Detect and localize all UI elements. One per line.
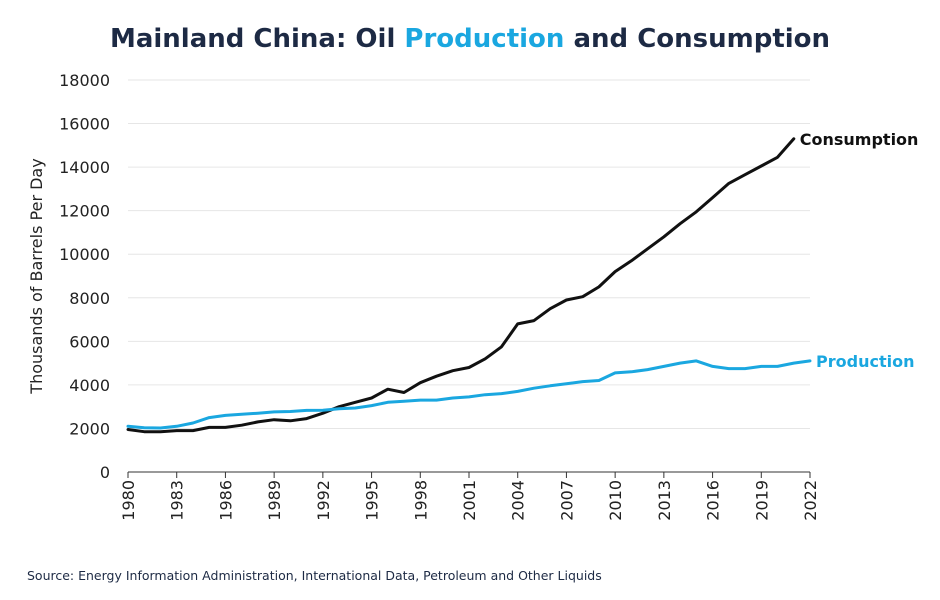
- series-label-production: Production: [816, 352, 914, 371]
- series-line-production: [126, 359, 812, 430]
- x-tick-label: 1992: [314, 480, 333, 521]
- y-tick-label: 18000: [59, 71, 110, 90]
- x-tick-label: 2022: [801, 480, 820, 521]
- x-tick-label: 2019: [752, 480, 771, 521]
- y-tick-label: 4000: [69, 376, 110, 395]
- y-axis-label: Thousands of Barrels Per Day: [27, 158, 46, 394]
- title-part-production: Production: [404, 24, 565, 54]
- y-tick-label: 0: [100, 463, 110, 482]
- series-label-consumption: Consumption: [800, 130, 919, 149]
- y-tick-label: 16000: [59, 115, 110, 134]
- x-tick-label: 2004: [509, 480, 528, 521]
- x-tick-label: 1983: [168, 480, 187, 521]
- source-note: Source: Energy Information Administratio…: [27, 568, 602, 583]
- x-tick-label: 2007: [557, 480, 576, 521]
- x-tick-label: 2001: [460, 480, 479, 521]
- series-line-consumption: [126, 137, 796, 434]
- y-tick-label: 2000: [69, 419, 110, 438]
- y-tick-label: 12000: [59, 202, 110, 221]
- x-tick-label: 2010: [606, 480, 625, 521]
- x-tick-label: 1989: [265, 480, 284, 521]
- y-tick-label: 8000: [69, 289, 110, 308]
- x-tick-label: 1998: [411, 480, 430, 521]
- x-tick-label: 1995: [363, 480, 382, 521]
- chart-title: Mainland China: Oil Production and Consu…: [0, 24, 940, 54]
- x-tick-label: 2013: [655, 480, 674, 521]
- title-part-3: and Consumption: [564, 24, 831, 54]
- x-tick-label: 2016: [704, 480, 723, 521]
- x-tick-label: 1980: [119, 480, 138, 521]
- x-tick-label: 1986: [216, 480, 235, 521]
- y-tick-label: 6000: [69, 332, 110, 351]
- y-tick-label: 14000: [59, 158, 110, 177]
- title-part-1: Mainland China: Oil: [109, 24, 405, 54]
- y-tick-label: 10000: [59, 245, 110, 264]
